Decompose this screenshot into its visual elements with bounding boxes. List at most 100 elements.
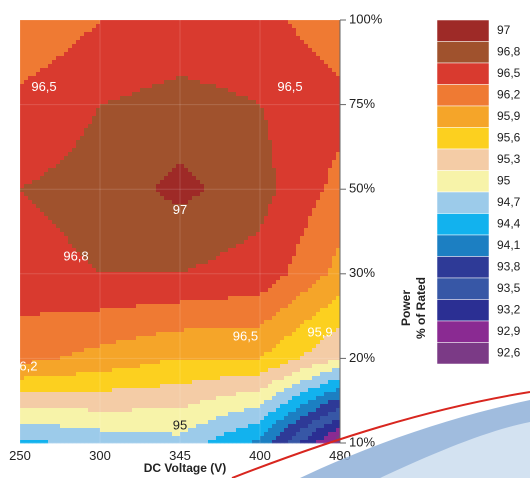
contour-cell bbox=[240, 116, 245, 121]
contour-cell bbox=[108, 204, 113, 209]
contour-cell bbox=[40, 72, 45, 77]
contour-cell bbox=[196, 180, 201, 185]
contour-cell bbox=[208, 148, 213, 153]
contour-cell bbox=[56, 248, 61, 253]
contour-cell bbox=[32, 156, 37, 161]
contour-cell bbox=[76, 76, 81, 81]
contour-cell bbox=[268, 232, 273, 237]
contour-cell bbox=[140, 228, 145, 233]
contour-cell bbox=[272, 236, 277, 241]
contour-cell bbox=[52, 212, 57, 217]
contour-cell bbox=[28, 156, 33, 161]
contour-cell bbox=[304, 112, 309, 117]
contour-cell bbox=[320, 68, 325, 73]
contour-cell bbox=[200, 176, 205, 181]
contour-cell bbox=[292, 36, 297, 41]
contour-cell bbox=[180, 260, 185, 265]
contour-cell bbox=[264, 92, 269, 97]
contour-cell bbox=[164, 220, 169, 225]
contour-cell bbox=[304, 136, 309, 141]
contour-cell bbox=[100, 232, 105, 237]
contour-cell bbox=[176, 260, 181, 265]
contour-cell bbox=[196, 200, 201, 205]
contour-cell bbox=[172, 172, 177, 177]
contour-cell bbox=[180, 128, 185, 133]
contour-cell bbox=[236, 248, 241, 253]
contour-cell bbox=[332, 52, 337, 57]
contour-cell bbox=[268, 160, 273, 165]
contour-cell bbox=[36, 256, 41, 261]
contour-cell bbox=[144, 88, 149, 93]
contour-cell bbox=[52, 192, 57, 197]
contour-cell bbox=[104, 48, 109, 53]
contour-cell bbox=[64, 36, 69, 41]
contour-cell bbox=[232, 84, 237, 89]
contour-cell bbox=[36, 28, 41, 33]
contour-cell bbox=[36, 228, 41, 233]
contour-cell bbox=[248, 248, 253, 253]
contour-cell bbox=[208, 260, 213, 265]
contour-cell bbox=[244, 120, 249, 125]
contour-cell bbox=[144, 48, 149, 53]
contour-cell bbox=[104, 60, 109, 65]
contour-cell bbox=[296, 96, 301, 101]
contour-cell bbox=[196, 172, 201, 177]
contour-cell bbox=[220, 236, 225, 241]
contour-cell bbox=[184, 116, 189, 121]
contour-cell bbox=[52, 44, 57, 49]
contour-cell bbox=[220, 96, 225, 101]
contour-cell bbox=[116, 160, 121, 165]
contour-cell bbox=[236, 240, 241, 245]
contour-cell bbox=[244, 56, 249, 61]
contour-cell bbox=[236, 108, 241, 113]
contour-cell bbox=[76, 244, 81, 249]
contour-cell bbox=[196, 152, 201, 157]
contour-cell bbox=[84, 56, 89, 61]
contour-cell bbox=[332, 64, 337, 69]
contour-cell bbox=[192, 160, 197, 165]
contour-cell bbox=[160, 44, 165, 49]
contour-cell bbox=[204, 24, 209, 29]
contour-cell bbox=[276, 184, 281, 189]
contour-cell bbox=[32, 228, 37, 233]
contour-cell bbox=[140, 116, 145, 121]
contour-cell bbox=[140, 180, 145, 185]
contour-cell bbox=[112, 104, 117, 109]
contour-cell bbox=[252, 104, 257, 109]
contour-cell bbox=[280, 188, 285, 193]
contour-cell bbox=[128, 112, 133, 117]
contour-cell bbox=[104, 204, 109, 209]
contour-cell bbox=[120, 164, 125, 169]
contour-cell bbox=[236, 44, 241, 49]
contour-cell bbox=[212, 80, 217, 85]
contour-cell bbox=[160, 108, 165, 113]
contour-cell bbox=[68, 264, 73, 269]
contour-cell bbox=[124, 240, 129, 245]
contour-cell bbox=[248, 128, 253, 133]
contour-cell bbox=[260, 252, 265, 257]
contour-cell bbox=[20, 200, 25, 205]
contour-cell bbox=[332, 92, 337, 97]
contour-cell bbox=[40, 224, 45, 229]
contour-cell bbox=[196, 160, 201, 165]
contour-cell bbox=[280, 196, 285, 201]
contour-cell bbox=[248, 240, 253, 245]
contour-cell bbox=[248, 144, 253, 149]
contour-cell bbox=[100, 32, 105, 37]
contour-cell bbox=[36, 152, 41, 157]
contour-cell bbox=[88, 252, 93, 257]
contour-cell bbox=[160, 32, 165, 37]
contour-cell bbox=[116, 124, 121, 129]
contour-cell bbox=[240, 72, 245, 77]
contour-cell bbox=[180, 60, 185, 65]
contour-cell bbox=[48, 268, 53, 273]
contour-cell bbox=[228, 68, 233, 73]
contour-cell bbox=[212, 104, 217, 109]
contour-cell bbox=[304, 120, 309, 125]
contour-cell bbox=[164, 248, 169, 253]
contour-cell bbox=[24, 80, 29, 85]
contour-cell bbox=[36, 232, 41, 237]
contour-cell bbox=[264, 80, 269, 85]
contour-cell bbox=[116, 32, 121, 37]
contour-cell bbox=[264, 52, 269, 57]
